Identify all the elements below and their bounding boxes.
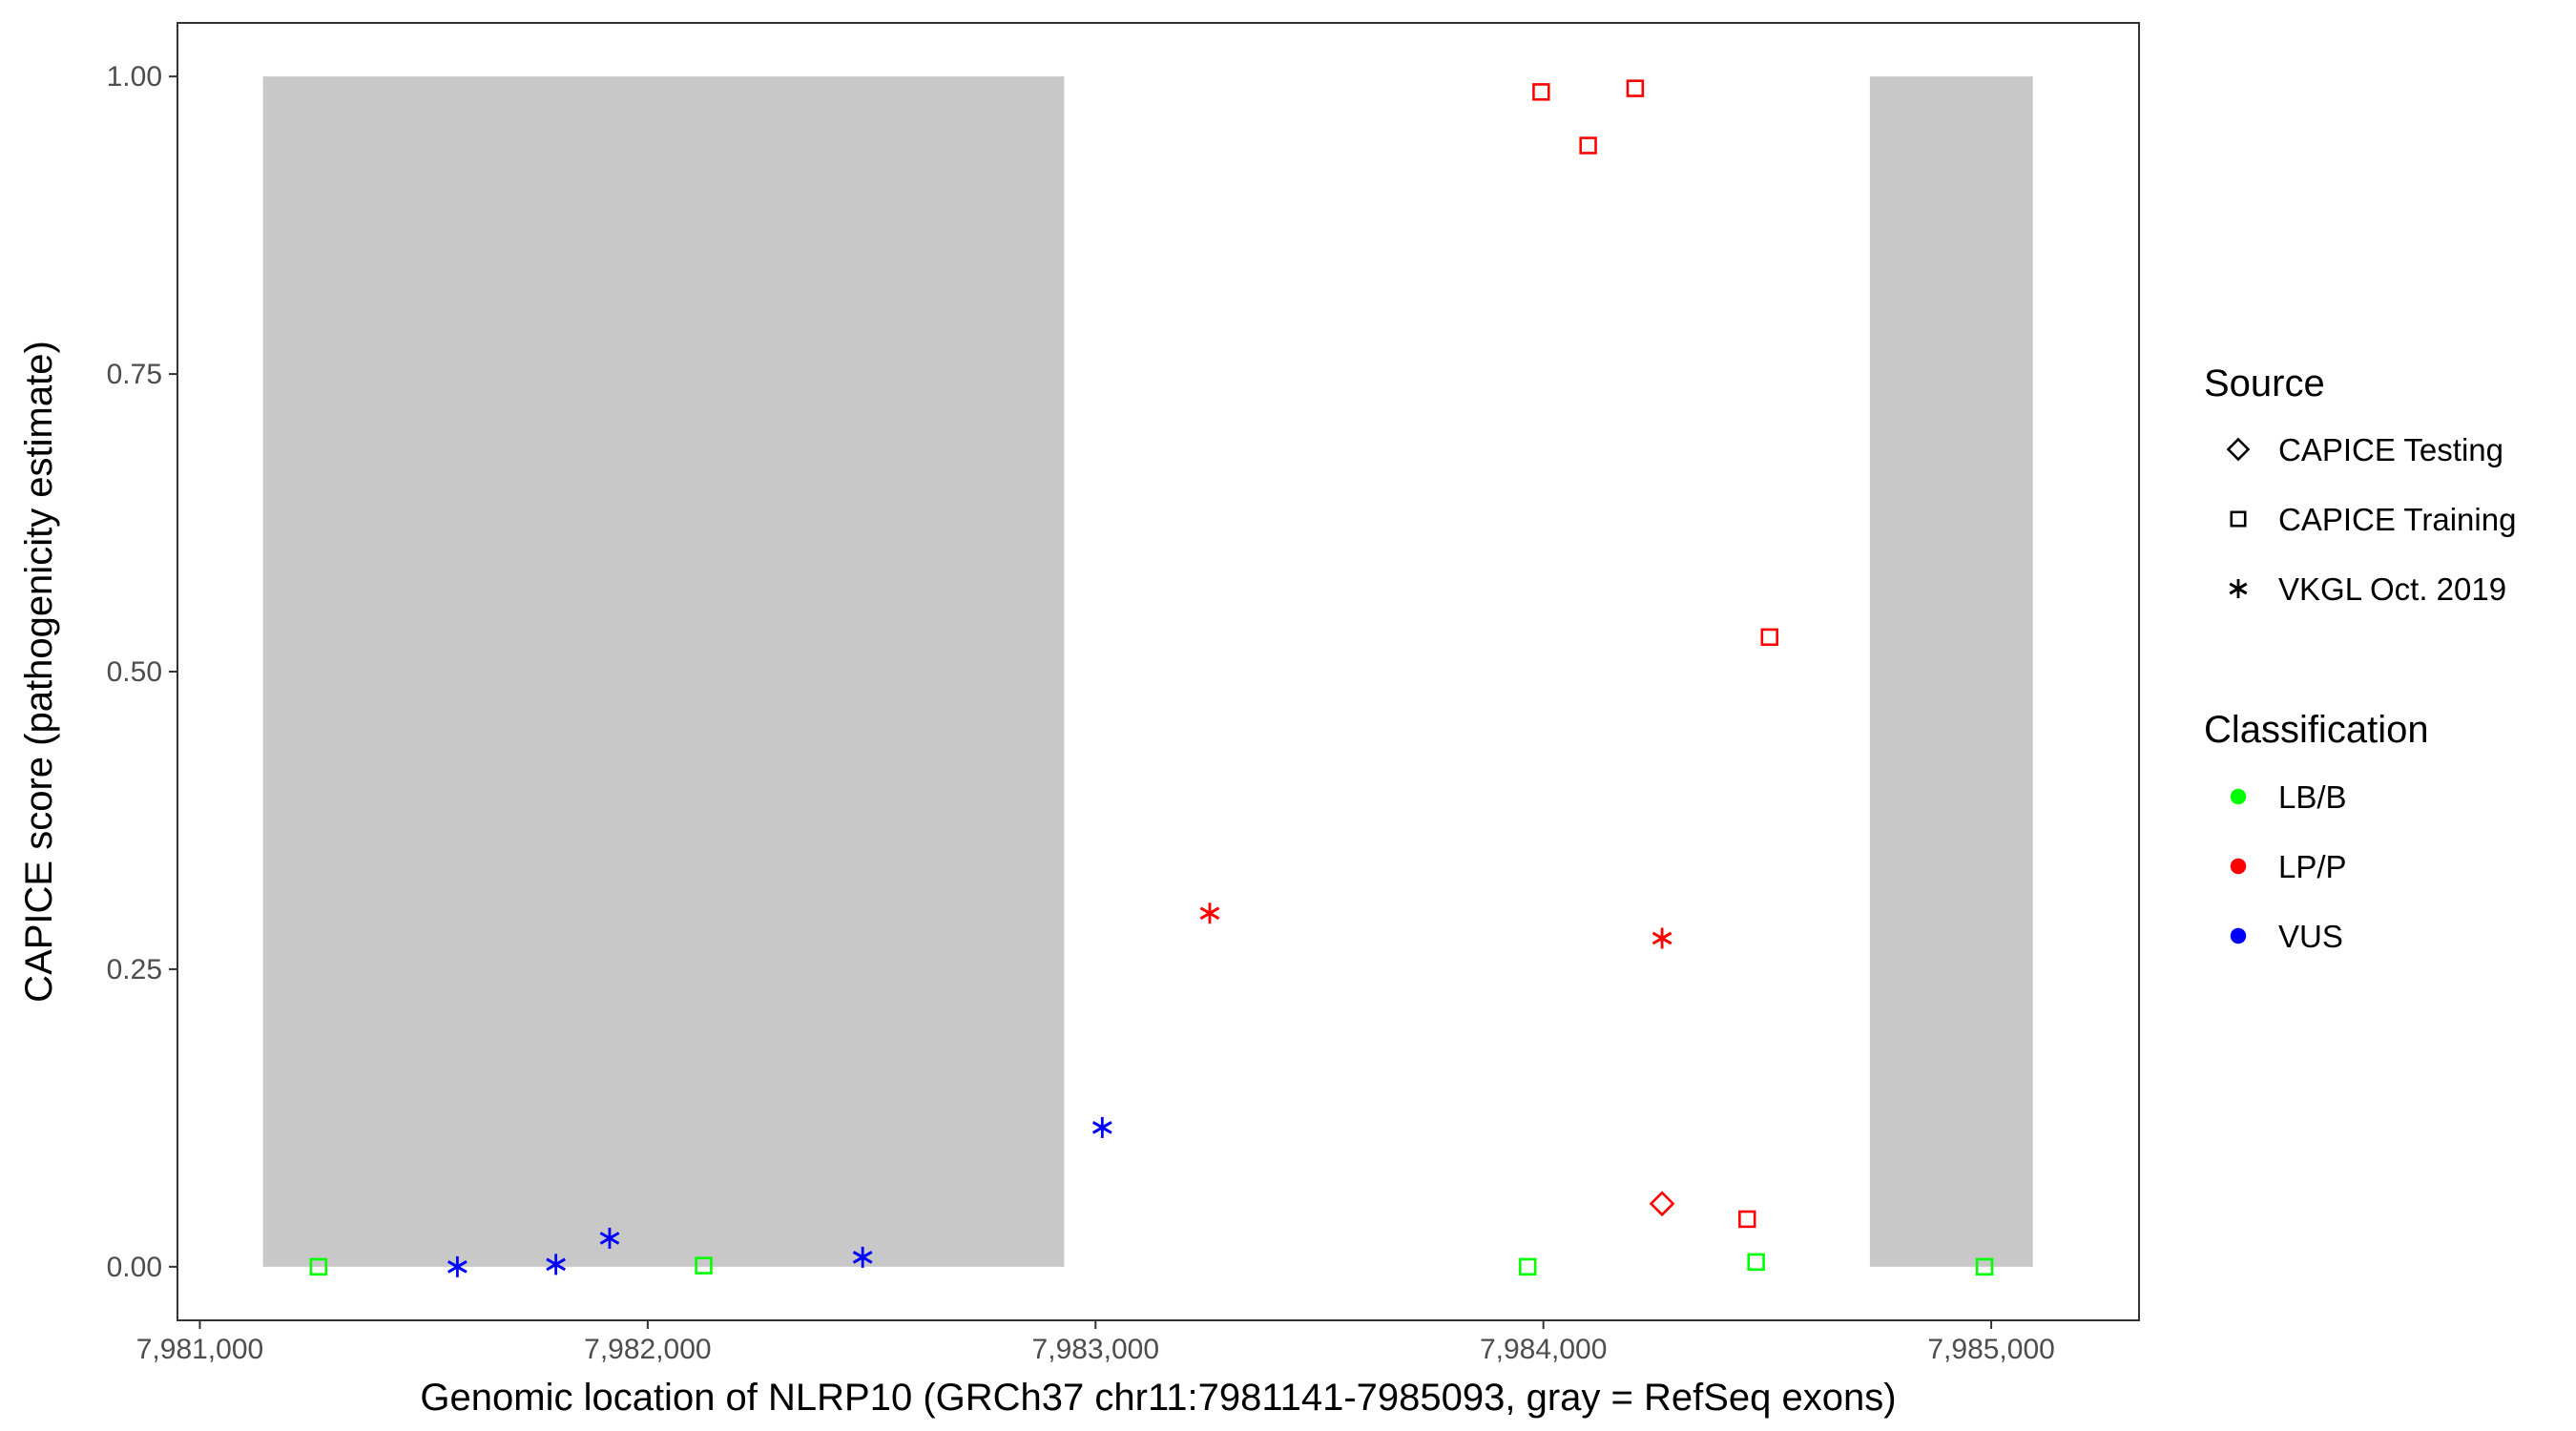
legend-label: VKGL Oct. 2019 [2278,571,2506,607]
legend-key-asterisk [2229,579,2248,598]
legend-label: CAPICE Testing [2278,432,2503,467]
y-tick-label: 0.00 [107,1252,162,1283]
data-point-2 [447,1255,467,1277]
legend-title-source: Source [2204,363,2325,404]
data-point-6 [852,1246,873,1268]
data-point-4 [599,1227,620,1249]
exon-region-1 [262,76,1065,1267]
y-tick-label: 0.25 [107,954,162,985]
x-axis: 7,981,000 7,982,000 7,983,000 7,984,000 7,98… [136,1320,2055,1365]
data-point-10 [1532,83,1550,101]
x-axis-title: Genomic location of NLRP10 (GRCh37 chr11… [420,1377,1896,1419]
data-point-11 [1579,136,1597,155]
x-tick-label: 7,984,000 [1480,1334,1607,1365]
data-point-3 [546,1254,566,1275]
legend-key-vus [2230,927,2247,944]
data-points [309,79,1994,1277]
exon-regions [262,76,2033,1267]
legend-key-diamond [2226,437,2251,462]
legend-key-lbb [2230,788,2247,805]
x-tick-label: 7,981,000 [136,1334,263,1365]
data-point-18 [1975,1257,1994,1276]
data-point-14 [1649,1191,1675,1217]
legend-title-classification: Classification [2204,709,2429,751]
y-tick-label: 0.75 [107,359,162,390]
x-tick-label: 7,985,000 [1927,1334,2054,1365]
legend-key-lpp [2230,858,2247,875]
data-point-9 [1519,1257,1537,1276]
data-point-1 [309,1257,328,1276]
data-point-15 [1738,1210,1756,1229]
data-point-17 [1760,628,1778,647]
data-point-12 [1626,79,1645,97]
y-tick-label: 1.00 [107,61,162,93]
y-axis-title: CAPICE score (pathogenicity estimate) [18,341,60,1003]
legend-label: VUS [2278,919,2343,954]
y-tick-label: 0.50 [107,656,162,688]
exon-region-2 [1869,76,2033,1267]
legend-key-square [2230,510,2247,528]
data-point-7 [1092,1116,1112,1138]
y-axis: 0.00 0.25 0.50 0.75 1.00 [107,61,177,1283]
x-tick-label: 7,982,000 [584,1334,711,1365]
data-point-5 [695,1256,713,1275]
data-point-16 [1747,1253,1765,1272]
legend-label: CAPICE Training [2278,502,2516,537]
legend: Source CAPICE Testing CAPICE Training VKGL … [2204,363,2516,954]
data-point-8 [1199,902,1220,924]
data-point-13 [1652,927,1672,949]
legend-label: LB/B [2278,779,2347,815]
x-tick-label: 7,983,000 [1032,1334,1159,1365]
legend-label: LP/P [2278,849,2347,884]
